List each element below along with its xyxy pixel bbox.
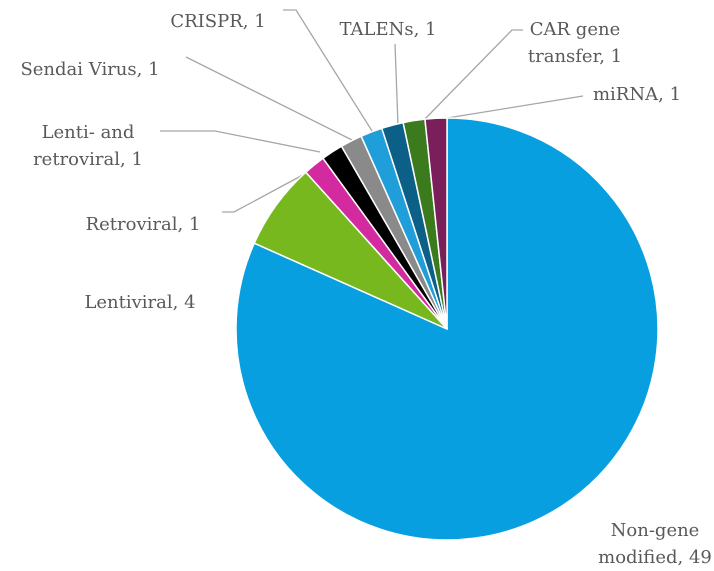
pie-slice — [424, 117, 448, 330]
leader-line — [222, 169, 313, 213]
separator: , — [120, 149, 131, 170]
data-label: CRISPR, 1 — [170, 11, 265, 32]
value-label: 1 — [254, 11, 265, 32]
separator: , — [599, 46, 610, 67]
value-label: 1 — [131, 149, 142, 170]
data-label: Lentiviral, 4 — [84, 292, 195, 313]
category-line: Non-gene — [611, 520, 700, 541]
separator: , — [414, 19, 425, 40]
value-label: 1 — [611, 46, 622, 67]
leader-line — [185, 56, 353, 141]
separator: , — [678, 547, 689, 568]
data-label: miRNA, 1 — [593, 84, 681, 105]
category-label: CAR gene transfer — [528, 19, 620, 67]
category-label: Retroviral — [86, 214, 178, 235]
data-label: Retroviral, 1 — [86, 214, 201, 235]
separator: , — [658, 84, 669, 105]
data-label: CAR gene transfer, 1 — [528, 19, 622, 67]
separator: , — [243, 11, 254, 32]
data-label: Non-gene modified, 49 — [598, 520, 712, 568]
leader-lines — [160, 9, 584, 213]
value-label: 49 — [689, 547, 712, 568]
value-label: 4 — [184, 292, 195, 313]
leader-line — [440, 95, 584, 120]
value-label: 1 — [670, 84, 681, 105]
value-label: 1 — [189, 214, 200, 235]
data-label: TALENs, 1 — [339, 19, 436, 40]
category-line: retroviral — [33, 149, 120, 170]
leader-line — [283, 9, 373, 132]
category-label: TALENs — [339, 19, 413, 40]
value-label: 1 — [425, 19, 436, 40]
leader-line — [394, 43, 399, 126]
data-label: Sendai Virus, 1 — [20, 59, 159, 80]
leader-line — [160, 130, 321, 153]
value-label: 1 — [148, 59, 159, 80]
data-label: Lenti- and retroviral, 1 — [33, 122, 143, 170]
category-label: miRNA — [593, 84, 659, 105]
category-line: transfer — [528, 46, 602, 67]
category-label: Lenti- and retroviral — [33, 122, 134, 170]
separator: , — [137, 59, 148, 80]
category-line: modified — [598, 547, 677, 568]
category-label: Sendai Virus — [20, 59, 136, 80]
leader-line — [420, 29, 523, 124]
separator: , — [173, 292, 184, 313]
category-line: CAR gene — [530, 19, 620, 40]
category-label: CRISPR — [170, 11, 243, 32]
separator: , — [178, 214, 189, 235]
category-line: Lenti- and — [42, 122, 135, 143]
category-label: Non-gene modified — [598, 520, 699, 568]
category-label: Lentiviral — [84, 292, 172, 313]
